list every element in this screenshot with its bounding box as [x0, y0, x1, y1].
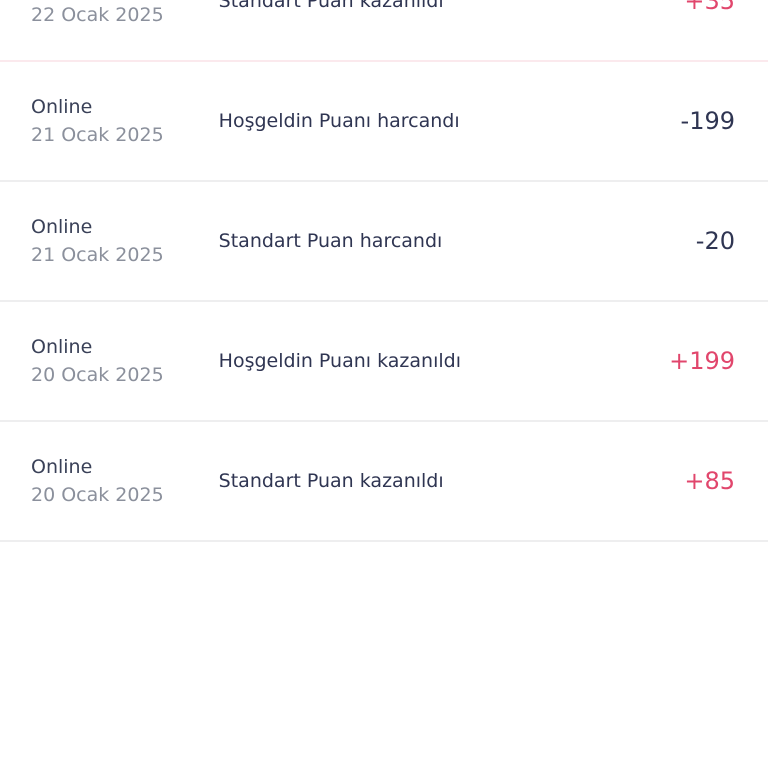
description: Hoşgeldin Puanı harcandı [218, 110, 460, 132]
channel: Online [31, 336, 93, 358]
transaction-list: 22 Ocak 2025 Standart Puan kazanıldı +35 On… [0, 0, 768, 542]
date: 22 Ocak 2025 [31, 4, 164, 26]
transaction-row[interactable]: Online 21 Ocak 2025 Standart Puan harcandı… [0, 182, 768, 302]
date: 21 Ocak 2025 [31, 124, 164, 146]
channel: Online [31, 216, 93, 238]
date: 20 Ocak 2025 [31, 364, 164, 386]
description: Standart Puan kazanıldı [218, 470, 444, 492]
date: 21 Ocak 2025 [31, 244, 164, 266]
description: Hoşgeldin Puanı kazanıldı [218, 350, 461, 372]
channel: Online [31, 456, 93, 478]
description: Standart Puan harcandı [218, 230, 443, 252]
amount: +199 [669, 347, 735, 375]
amount: -20 [695, 227, 735, 255]
transaction-meta: Online 20 Ocak 2025 [31, 333, 164, 389]
amount: +85 [684, 467, 735, 495]
transaction-meta: 22 Ocak 2025 [31, 0, 164, 29]
channel: Online [31, 96, 93, 118]
transaction-row[interactable]: 22 Ocak 2025 Standart Puan kazanıldı +35 [0, 0, 768, 62]
amount: -199 [680, 107, 735, 135]
description: Standart Puan kazanıldı [218, 0, 444, 12]
date: 20 Ocak 2025 [31, 484, 164, 506]
transaction-row[interactable]: Online 20 Ocak 2025 Standart Puan kazanıld… [0, 422, 768, 542]
transaction-meta: Online 20 Ocak 2025 [31, 453, 164, 509]
transaction-meta: Online 21 Ocak 2025 [31, 213, 164, 269]
transaction-row[interactable]: Online 20 Ocak 2025 Hoşgeldin Puanı kazanı… [0, 302, 768, 422]
transaction-meta: Online 21 Ocak 2025 [31, 93, 164, 149]
amount: +35 [684, 0, 735, 15]
transaction-row[interactable]: Online 21 Ocak 2025 Hoşgeldin Puanı harcan… [0, 62, 768, 182]
